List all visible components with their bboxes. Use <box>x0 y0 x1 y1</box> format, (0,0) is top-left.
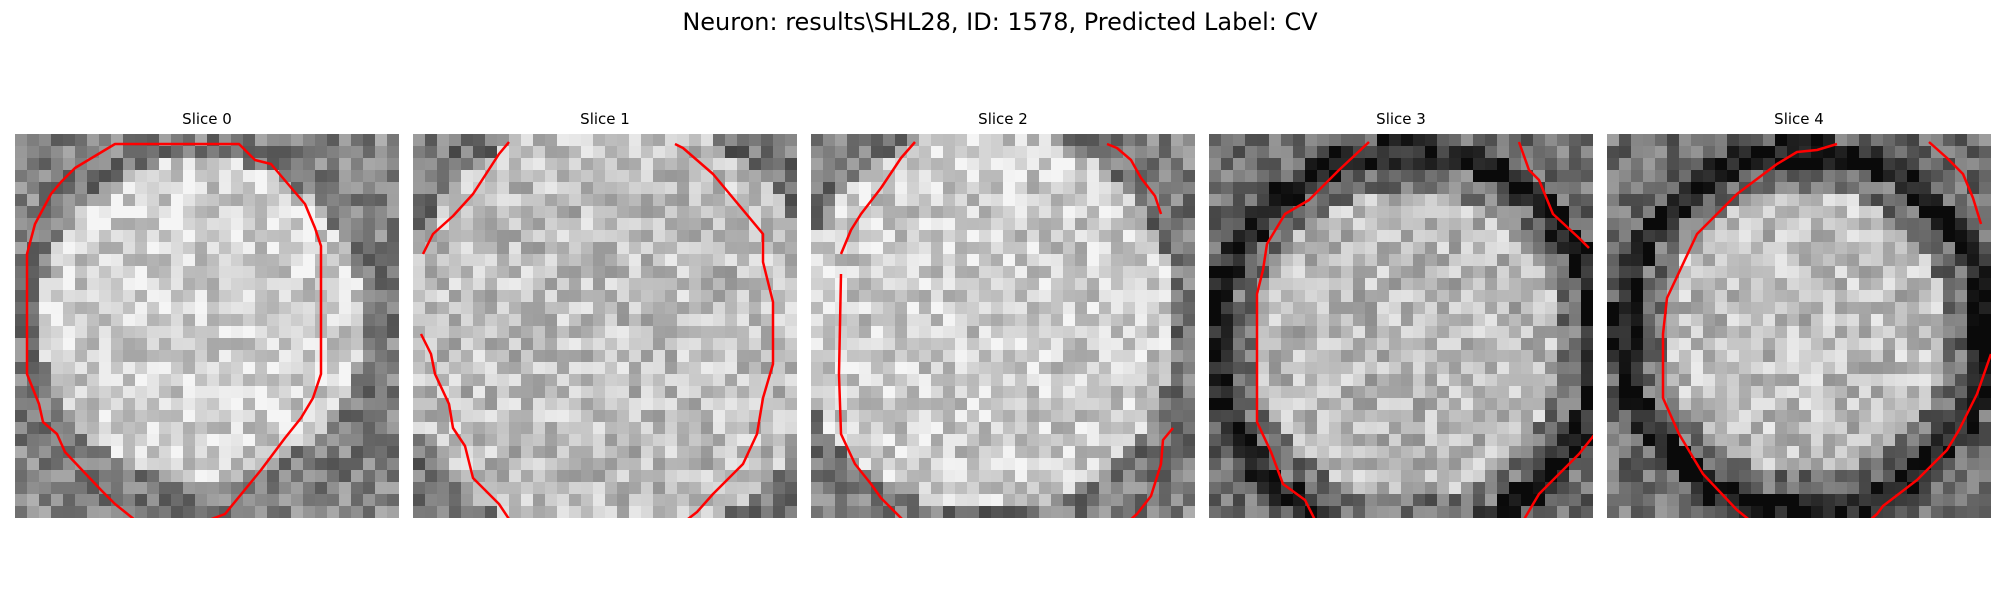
pixel-grid <box>1209 134 1593 518</box>
slice-title: Slice 1 <box>580 110 630 128</box>
slice-panel: Slice 3 <box>1209 108 1593 518</box>
pixel-grid <box>811 134 1195 518</box>
contour-line <box>1928 141 1983 225</box>
slice-image <box>1607 134 1991 518</box>
contour-line <box>839 141 916 255</box>
contour-line <box>1106 142 1163 215</box>
slice-panel: Slice 4 <box>1607 108 1991 518</box>
slice-image <box>15 134 399 518</box>
contour-line <box>25 142 323 518</box>
slice-panel: Slice 1 <box>413 108 797 518</box>
slice-image <box>1209 134 1593 518</box>
contour-line <box>837 273 903 518</box>
slice-title: Slice 3 <box>1376 110 1426 128</box>
contour-line <box>1523 434 1593 518</box>
slice-image <box>413 134 797 518</box>
pixel-grid <box>15 134 399 518</box>
contour-line <box>1661 142 1838 518</box>
contour-line <box>1517 141 1590 249</box>
slice-image <box>811 134 1195 518</box>
contour-line <box>1870 353 1991 518</box>
slice-panel: Slice 0 <box>15 108 399 518</box>
contour-line <box>674 142 775 518</box>
figure-title: Neuron: results\SHL28, ID: 1578, Predict… <box>682 8 1318 36</box>
slice-panel: Slice 2 <box>811 108 1195 518</box>
contour-line <box>421 141 510 255</box>
slice-title: Slice 4 <box>1774 110 1824 128</box>
slice-title: Slice 2 <box>978 110 1028 128</box>
contour-line <box>419 333 510 518</box>
slice-title: Slice 0 <box>182 110 232 128</box>
contour-line <box>1255 141 1370 518</box>
pixel-grid <box>413 134 797 518</box>
contour-line <box>1130 427 1174 518</box>
